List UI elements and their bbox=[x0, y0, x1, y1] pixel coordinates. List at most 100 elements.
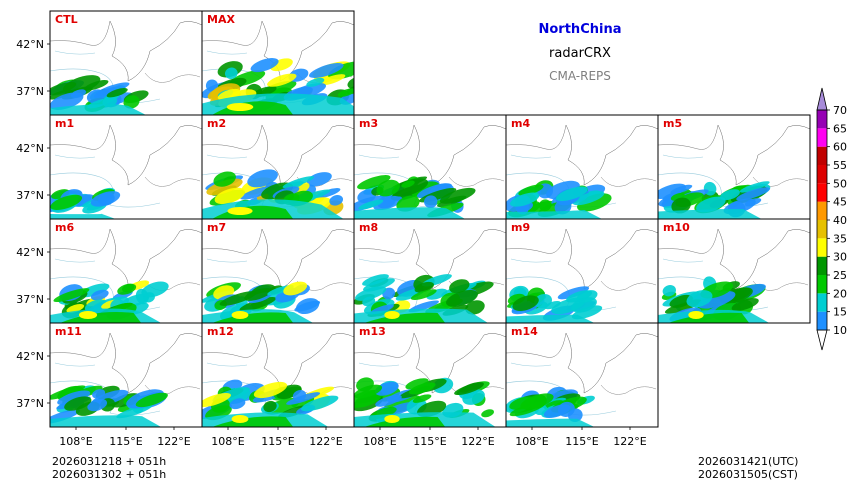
echo-mark bbox=[206, 178, 243, 196]
lon-tick-label: 122°E bbox=[309, 435, 342, 448]
echo-mark bbox=[481, 409, 494, 418]
echo-mark bbox=[544, 300, 561, 310]
echo-mark bbox=[739, 181, 770, 193]
echo-mark bbox=[229, 398, 246, 410]
echo-mark bbox=[534, 293, 553, 309]
panel-CTL: CTL bbox=[49, 10, 203, 116]
echo-mark bbox=[731, 298, 759, 311]
echo-mark bbox=[253, 381, 288, 399]
echo-mark bbox=[306, 77, 325, 87]
echo-mark bbox=[662, 285, 676, 297]
echo-mark bbox=[309, 63, 344, 78]
echo-mark bbox=[50, 194, 83, 211]
panel-label: m12 bbox=[207, 325, 234, 338]
echo-mark bbox=[375, 394, 402, 407]
lat-tick-label: 42°N bbox=[16, 142, 44, 155]
lon-tick-label: 115°E bbox=[413, 435, 446, 448]
panel-label: m10 bbox=[663, 221, 690, 234]
echo-mark bbox=[697, 291, 736, 309]
echo-mark bbox=[219, 291, 257, 306]
echo-mark bbox=[123, 95, 140, 109]
variable-title: radarCRX bbox=[549, 46, 611, 61]
colorbar-segment bbox=[817, 201, 827, 220]
lon-tick-label: 108°E bbox=[59, 435, 92, 448]
echo-mark bbox=[509, 396, 535, 410]
echo-mark bbox=[292, 390, 307, 402]
echo-core bbox=[364, 416, 446, 427]
echo-mark bbox=[445, 289, 479, 307]
echo-mark bbox=[62, 75, 101, 94]
colorbar-segment bbox=[817, 275, 827, 294]
echo-mark bbox=[391, 178, 429, 197]
panel-m5: m5 bbox=[657, 114, 811, 220]
echo-mark bbox=[358, 199, 384, 210]
echo-mark bbox=[571, 297, 597, 313]
echo-mark bbox=[50, 81, 77, 96]
echo-strong bbox=[231, 311, 249, 319]
echo-swath bbox=[354, 207, 466, 219]
panel-label: m8 bbox=[359, 221, 378, 234]
echo-strong bbox=[231, 415, 249, 423]
echo-core bbox=[212, 205, 294, 219]
echo-mark bbox=[282, 176, 315, 189]
panel-label: m5 bbox=[663, 117, 682, 130]
colorbar-segment bbox=[817, 293, 827, 312]
echo-mark bbox=[439, 187, 476, 204]
echo-mark bbox=[524, 200, 555, 214]
panel-m3: m3 bbox=[353, 114, 507, 220]
colorbar-segment bbox=[817, 256, 827, 275]
init-time-utc: 2026031218 + 051h bbox=[52, 455, 167, 468]
panel-m6: m6 bbox=[49, 218, 203, 324]
panel-label: m7 bbox=[207, 221, 226, 234]
echo-mark bbox=[510, 192, 540, 207]
echo-mark bbox=[512, 295, 539, 312]
panel-label: m3 bbox=[359, 117, 378, 130]
echo-mark bbox=[557, 401, 575, 417]
colorbar-label: 20 bbox=[833, 287, 847, 300]
lat-tick-label: 42°N bbox=[16, 350, 44, 363]
lat-tick-label: 37°N bbox=[16, 85, 44, 98]
echo-mark bbox=[405, 378, 429, 390]
echo-mark bbox=[90, 289, 109, 301]
echo-mark bbox=[202, 393, 231, 407]
echo-strong bbox=[227, 207, 253, 215]
colorbar-label: 65 bbox=[833, 122, 847, 135]
echo-core bbox=[60, 312, 142, 323]
echo-mark bbox=[318, 74, 346, 86]
colorbar-segment bbox=[817, 110, 827, 129]
panel-m8: m8 bbox=[353, 218, 507, 324]
latitude-ticks: 42°N 37°N 42°N 37°N 42°N 37°N 42°N 37°N bbox=[16, 38, 50, 410]
echo-mark bbox=[213, 171, 236, 187]
echo-strong bbox=[78, 311, 98, 319]
echo-core bbox=[212, 416, 294, 427]
echo-swath bbox=[50, 415, 162, 427]
echo-mark bbox=[409, 382, 436, 395]
echo-mark bbox=[64, 396, 92, 411]
echo-mark bbox=[424, 195, 438, 209]
lon-tick-label: 122°E bbox=[613, 435, 646, 448]
echo-mark bbox=[669, 294, 693, 308]
echo-mark bbox=[449, 279, 470, 294]
panel-label: m1 bbox=[55, 117, 74, 130]
panel-m4: m4 bbox=[505, 114, 659, 220]
panel-label: m9 bbox=[511, 221, 530, 234]
panel-m10: m10 bbox=[657, 218, 811, 324]
echo-mark bbox=[571, 305, 603, 320]
echo-mark bbox=[720, 189, 740, 201]
echo-mark bbox=[347, 76, 354, 90]
echo-mark bbox=[572, 191, 605, 206]
echo-mark bbox=[57, 390, 91, 406]
panel-label: MAX bbox=[207, 13, 235, 26]
lon-tick-label: 122°E bbox=[157, 435, 190, 448]
echo-mark bbox=[283, 281, 308, 296]
echo-mark bbox=[239, 296, 277, 312]
lat-tick-label: 37°N bbox=[16, 397, 44, 410]
echo-mark bbox=[454, 382, 484, 396]
panel-m12: m12 bbox=[201, 322, 355, 428]
echo-mark bbox=[135, 392, 168, 408]
echo-mark bbox=[401, 180, 415, 188]
echo-swath bbox=[506, 314, 595, 323]
panel-label: m11 bbox=[55, 325, 82, 338]
echo-mark bbox=[736, 187, 770, 201]
panel-m1: m1 bbox=[49, 114, 203, 220]
